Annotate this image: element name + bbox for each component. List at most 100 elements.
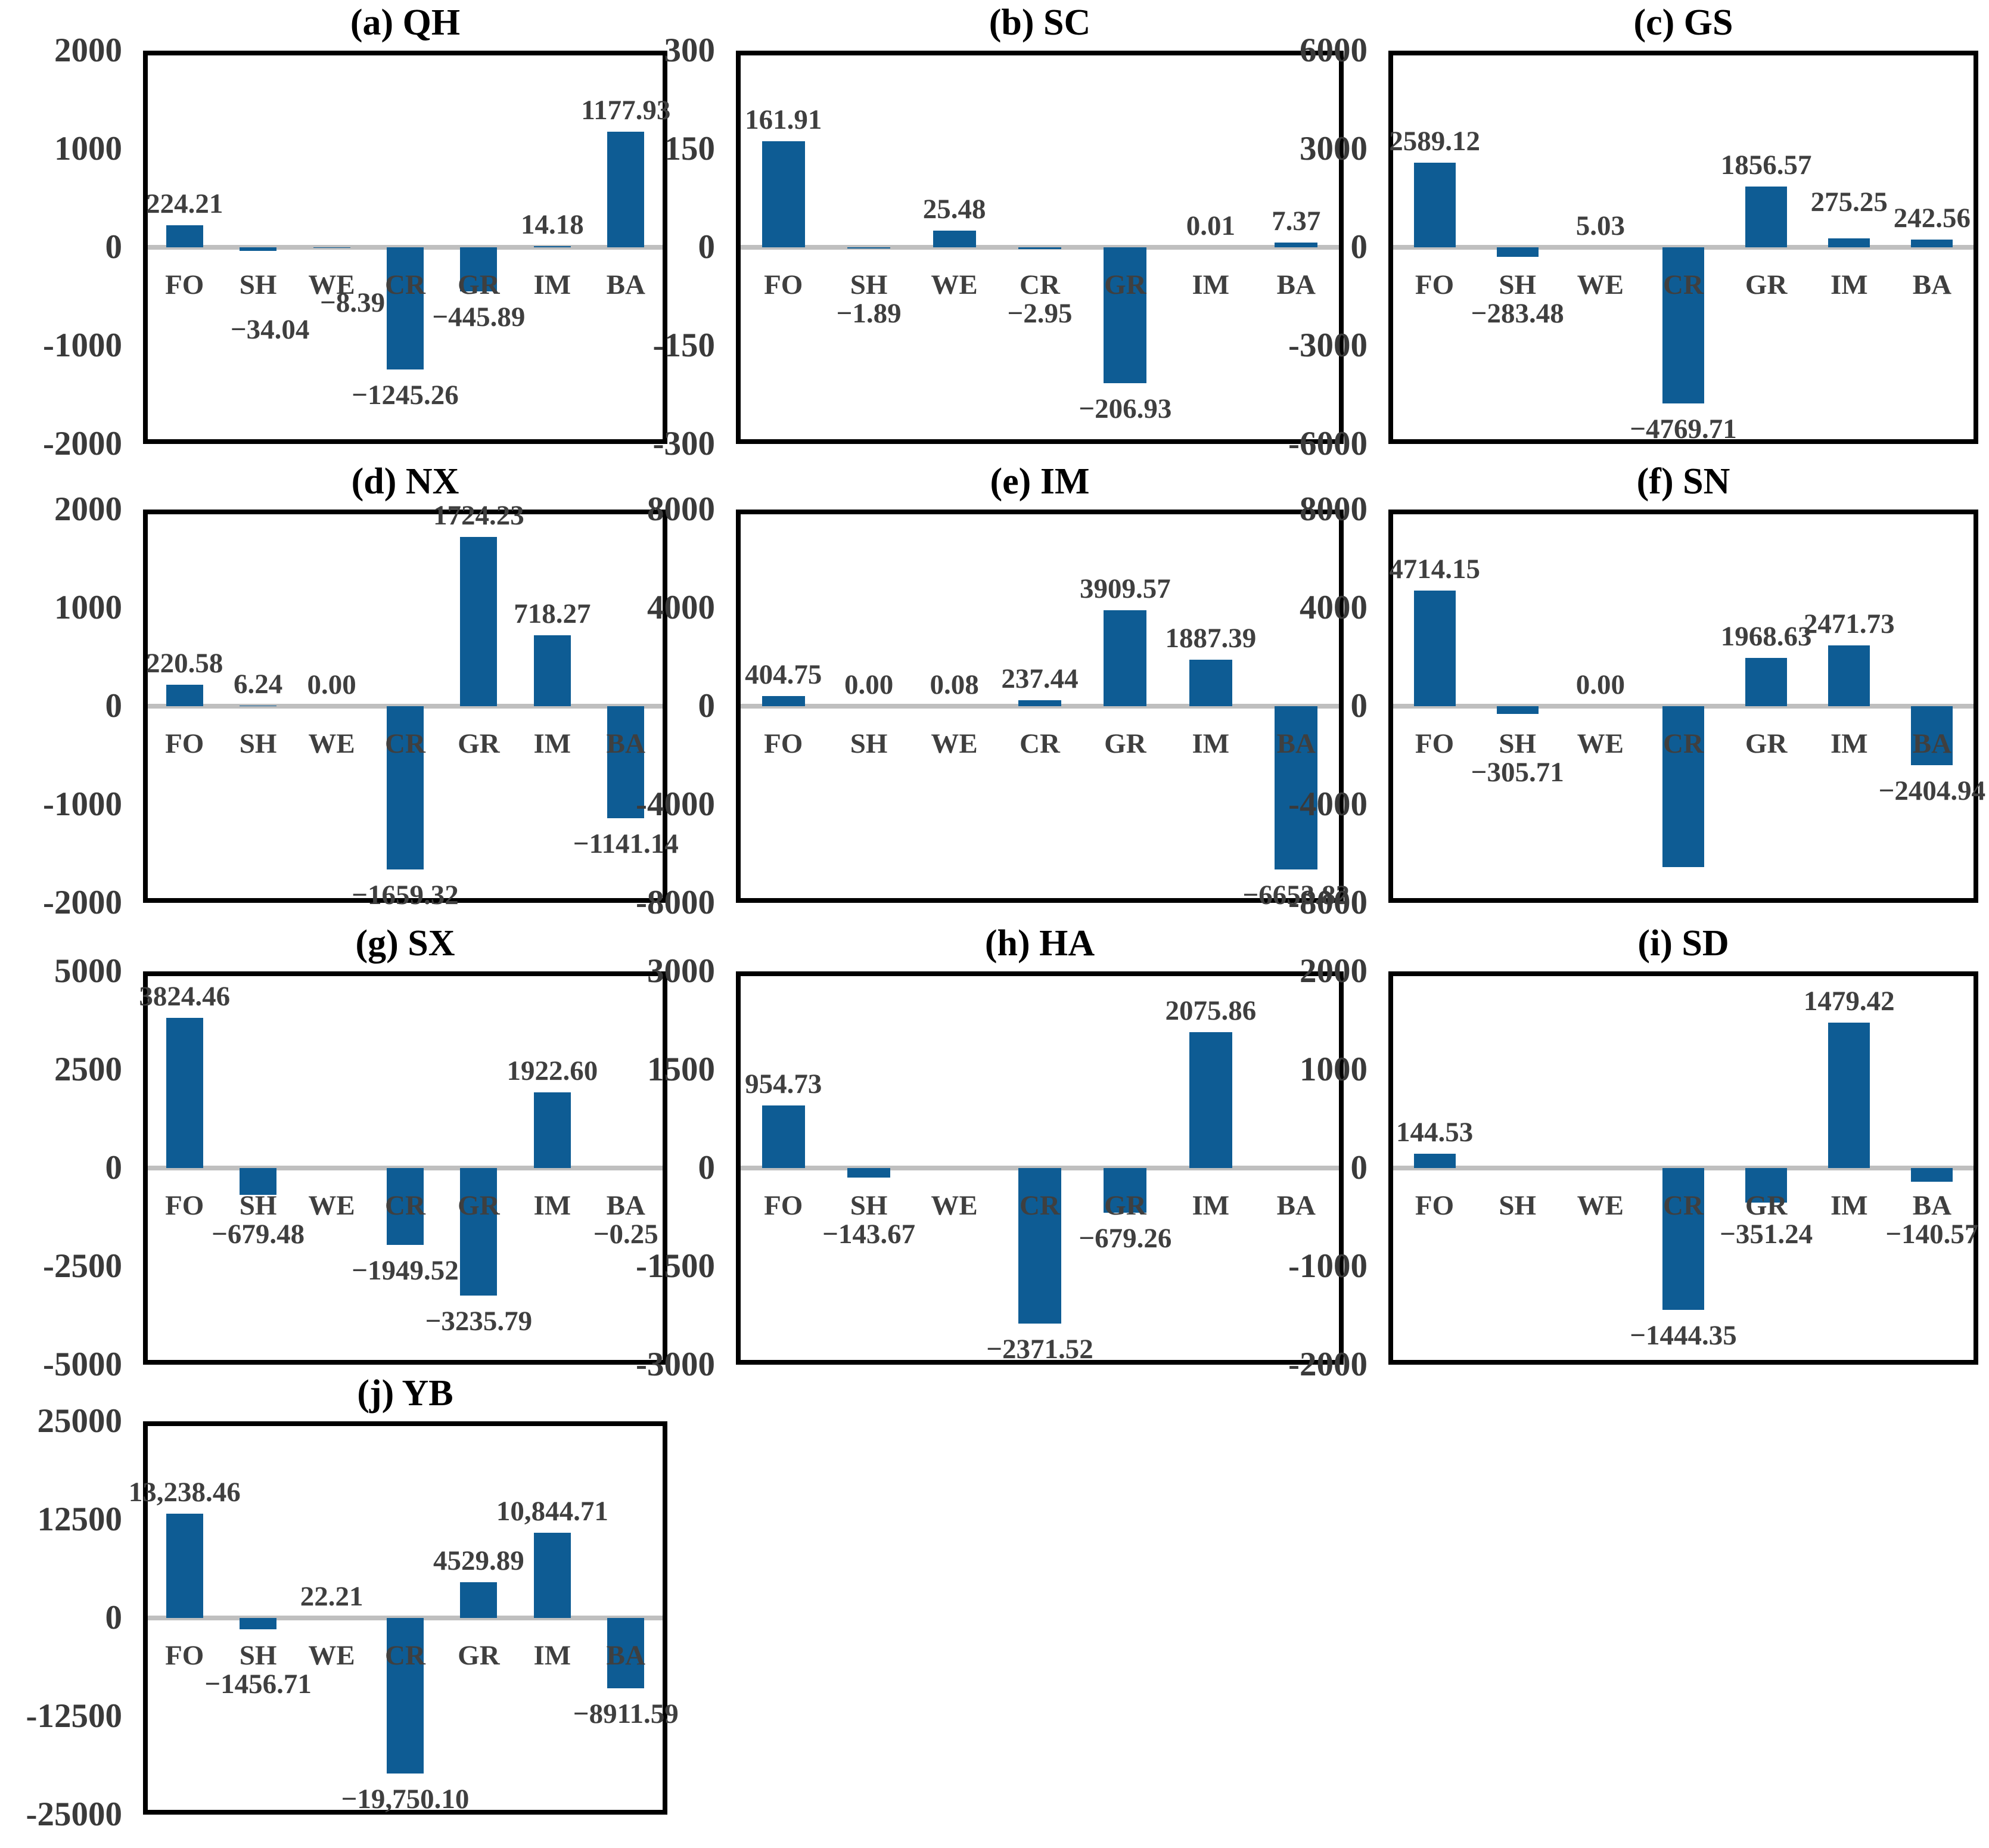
category-label-CR: CR [1020, 1190, 1060, 1221]
y-tick-label: 12500 [37, 1501, 123, 1538]
value-label-FO: 2589.12 [1389, 125, 1480, 157]
plot-frame [143, 1421, 667, 1815]
category-label-WE: WE [931, 1190, 978, 1221]
value-label-CR: −4769.71 [1630, 414, 1737, 445]
category-label-IM: IM [1830, 728, 1868, 759]
value-label-WE: 22.21 [300, 1580, 363, 1612]
y-tick-label: -4000 [1288, 785, 1368, 823]
category-label-SH: SH [1499, 1190, 1537, 1221]
category-label-CR: CR [1020, 728, 1060, 759]
category-label-BA: BA [1912, 1190, 1952, 1221]
value-label-WE: −8.39 [320, 287, 386, 318]
value-label-CR: −1949.52 [352, 1254, 459, 1286]
category-label-SH: SH [239, 728, 277, 759]
category-label-FO: FO [764, 269, 803, 300]
category-label-BA: BA [606, 1190, 645, 1221]
panel-title-f: (f) SN [1636, 461, 1730, 502]
value-label-GR: 4529.89 [433, 1545, 524, 1577]
y-tick-label: -1500 [636, 1247, 715, 1285]
bar-SH [1497, 706, 1539, 714]
bar-GR [460, 536, 497, 706]
value-label-FO: 161.91 [745, 104, 822, 135]
category-label-FO: FO [165, 1640, 204, 1671]
value-label-BA: −8911.59 [573, 1698, 679, 1729]
y-tick-label: -3000 [1288, 327, 1368, 364]
value-label-BA: 1177.93 [581, 94, 671, 126]
value-label-SH: −679.48 [212, 1219, 305, 1250]
panel-title-g: (g) SX [355, 923, 455, 964]
value-label-FO: 13,238.46 [128, 1477, 241, 1508]
bar-BA [607, 131, 644, 247]
plot-frame [736, 51, 1344, 444]
category-label-WE: WE [931, 269, 978, 300]
value-label-GR: −3235.79 [425, 1305, 533, 1337]
category-label-CR: CR [1663, 269, 1704, 300]
bar-FO [762, 141, 805, 247]
bar-GR [460, 247, 497, 291]
value-label-BA: −2404.94 [1878, 775, 1986, 807]
category-label-CR: CR [385, 269, 425, 300]
y-tick-label: 2000 [54, 490, 122, 528]
value-label-CR: −1245.26 [352, 380, 459, 411]
bar-IM [1828, 1022, 1870, 1168]
category-label-CR: CR [1663, 1190, 1704, 1221]
y-tick-label: 1000 [54, 130, 122, 167]
value-label-IM: 0.01 [1186, 210, 1235, 241]
value-label-CR: −19,750.10 [341, 1783, 470, 1815]
category-label-FO: FO [1415, 1190, 1455, 1221]
category-label-WE: WE [308, 1190, 355, 1221]
y-tick-label: 0 [698, 1149, 716, 1187]
bar-GR [460, 1582, 497, 1618]
y-tick-label: -5000 [43, 1346, 122, 1383]
panel-title-e: (e) IM [990, 461, 1090, 502]
category-label-FO: FO [1415, 728, 1455, 759]
bar-FO [166, 1017, 203, 1168]
bar-CR [1018, 1168, 1061, 1324]
panel-title-h: (h) HA [984, 923, 1095, 964]
category-label-BA: BA [1276, 269, 1316, 300]
y-tick-label: 0 [105, 228, 123, 266]
plot-frame [143, 51, 667, 444]
y-tick-label: 1000 [1300, 1051, 1368, 1088]
value-label-IM: 2471.73 [1803, 608, 1895, 640]
plot-frame [143, 510, 667, 903]
y-tick-label: 0 [105, 1149, 123, 1187]
plot-frame [1388, 971, 1978, 1365]
value-label-IM: 718.27 [514, 598, 591, 630]
value-label-SH: −1456.71 [204, 1669, 312, 1700]
value-label-BA: −140.57 [1885, 1219, 1979, 1250]
y-tick-label: 0 [1350, 228, 1368, 266]
y-tick-label: 2000 [54, 32, 122, 69]
value-label-SH: −34.04 [230, 314, 310, 345]
value-label-SH: −1.89 [836, 298, 902, 329]
value-label-GR: 1968.63 [1720, 620, 1812, 652]
y-tick-label: -2500 [43, 1247, 122, 1285]
category-label-FO: FO [764, 1190, 803, 1221]
value-label-BA: −1141.14 [573, 828, 679, 860]
bar-BA [1911, 239, 1953, 247]
category-label-SH: SH [850, 269, 888, 300]
bar-SH [847, 1168, 890, 1178]
category-label-BA: BA [606, 269, 645, 300]
y-tick-label: 0 [1350, 1149, 1368, 1187]
y-tick-label: -6000 [1288, 425, 1368, 462]
category-label-SH: SH [850, 728, 888, 759]
y-tick-label: -12500 [26, 1697, 122, 1735]
category-label-GR: GR [1104, 269, 1146, 300]
value-label-CR: 237.44 [1001, 663, 1079, 695]
y-tick-label: -300 [652, 425, 715, 462]
panel-title-c: (c) GS [1633, 2, 1733, 43]
value-label-CR: −2.95 [1007, 298, 1073, 329]
bar-SH [240, 247, 276, 251]
value-label-IM: 10,844.71 [496, 1495, 608, 1527]
y-tick-label: 6000 [1300, 32, 1368, 69]
panel-title-j: (j) YB [357, 1373, 453, 1414]
category-label-BA: BA [1276, 1190, 1316, 1221]
category-label-GR: GR [1745, 728, 1788, 759]
y-tick-label: 3000 [647, 952, 715, 990]
bar-CR [1662, 247, 1704, 404]
bar-SH [240, 1168, 276, 1195]
value-label-WE: 0.00 [307, 669, 356, 700]
value-label-BA: −6653.82 [1242, 880, 1350, 911]
category-label-GR: GR [1104, 728, 1146, 759]
